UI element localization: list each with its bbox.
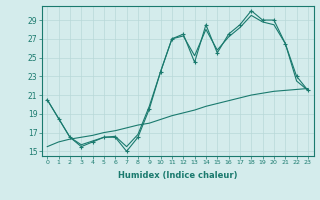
X-axis label: Humidex (Indice chaleur): Humidex (Indice chaleur) (118, 171, 237, 180)
